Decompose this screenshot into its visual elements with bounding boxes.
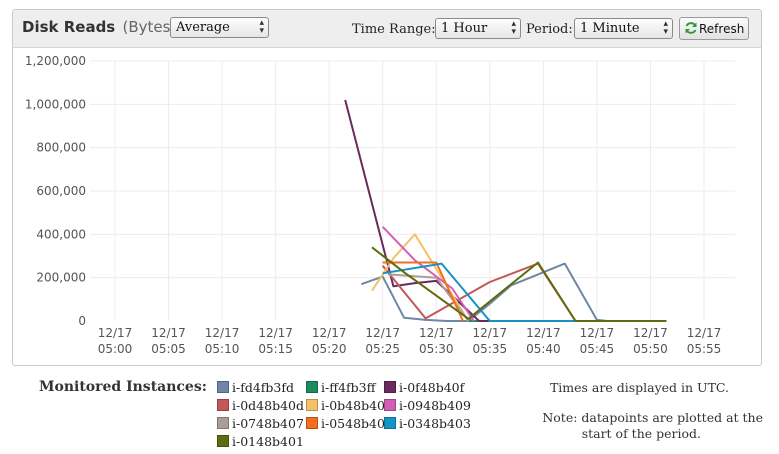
legend-label: i-0f48b40f	[399, 380, 465, 395]
select-arrows-icon: ▴ ▾	[511, 19, 516, 37]
x-tick-time: 05:30	[419, 342, 454, 356]
y-tick-label: 1,200,000	[25, 54, 86, 68]
legend-swatch	[384, 417, 396, 429]
legend-swatch	[306, 381, 318, 393]
x-tick-date: 12/17	[98, 326, 133, 340]
x-tick-time: 05:40	[526, 342, 561, 356]
metric-title: Disk Reads (Bytes)	[22, 18, 176, 36]
select-arrows-icon: ▴ ▾	[663, 19, 668, 37]
legend-label: i-0548b405	[321, 416, 393, 431]
y-axis: 0 200,000 400,000 600,000 800,000 1,000,000 1,…	[25, 54, 86, 328]
legend-label: i-ff4fb3ff	[321, 380, 376, 395]
time-range-label: Time Range:	[352, 22, 436, 37]
legend-label: i-0348b403	[399, 416, 471, 431]
legend-swatch	[384, 399, 396, 411]
chart-series	[344, 99, 667, 322]
y-tick-label: 200,000	[36, 271, 86, 285]
select-arrows-icon: ▴ ▾	[259, 18, 264, 36]
legend-item-i-0148b401: i-0148b401	[217, 434, 304, 449]
y-tick-label: 1,000,000	[25, 97, 86, 111]
series-line-i-0f48b40f	[344, 99, 501, 322]
legend-item-i-0548b405: i-0548b405	[306, 416, 393, 431]
legend-item-i-ff4fb3ff: i-ff4fb3ff	[306, 380, 376, 395]
chart-grid	[90, 60, 735, 321]
x-tick-date: 12/17	[633, 326, 668, 340]
metric-name: Disk Reads	[22, 18, 116, 36]
legend-item-i-0948b409: i-0948b409	[384, 398, 471, 413]
x-tick-time: 05:15	[258, 342, 293, 356]
x-tick-time: 05:00	[98, 342, 133, 356]
x-tick-time: 05:35	[473, 342, 508, 356]
x-tick-time: 05:50	[633, 342, 668, 356]
metric-unit: (Bytes)	[122, 18, 177, 36]
x-tick-date: 12/17	[687, 326, 722, 340]
series-line-i-0948b409	[381, 226, 475, 322]
x-tick-date: 12/17	[205, 326, 240, 340]
y-tick-label: 600,000	[36, 184, 86, 198]
y-tick-label: 0	[78, 314, 86, 328]
legend-item-i-0f48b40f: i-0f48b40f	[384, 380, 464, 395]
x-tick-date: 12/17	[312, 326, 347, 340]
legend-label: i-0d48b40d	[232, 398, 304, 413]
period-value: 1 Minute	[580, 21, 640, 36]
x-tick-date: 12/17	[526, 326, 561, 340]
legend-swatch	[217, 381, 229, 393]
x-axis: 12/17 05:00 12/17 05:05 12/17 05:10 12/17 05:15…	[98, 326, 722, 356]
period-select[interactable]: 1 Minute ▴ ▾	[574, 18, 673, 39]
x-tick-date: 12/17	[580, 326, 615, 340]
y-tick-label: 400,000	[36, 227, 86, 241]
legend-item-i-0348b403: i-0348b403	[384, 416, 471, 431]
legend-title: Monitored Instances:	[39, 379, 207, 395]
time-range-select[interactable]: 1 Hour ▴ ▾	[435, 18, 521, 39]
refresh-label: Refresh	[699, 22, 745, 36]
legend-swatch	[306, 417, 318, 429]
legend-label: i-fd4fb3fd	[232, 380, 295, 395]
x-tick-date: 12/17	[258, 326, 293, 340]
legend-item-i-0748b407: i-0748b407	[217, 416, 304, 431]
x-tick-time: 05:05	[151, 342, 186, 356]
legend-item-i-fd4fb3fd: i-fd4fb3fd	[217, 380, 294, 395]
x-tick-time: 05:20	[312, 342, 347, 356]
disk-reads-panel: Disk Reads (Bytes) Average ▴ ▾ Time Range…	[12, 9, 762, 366]
panel-header: Disk Reads (Bytes) Average ▴ ▾ Time Range…	[13, 10, 761, 48]
x-tick-time: 05:10	[205, 342, 240, 356]
legend-label: i-0948b409	[399, 398, 471, 413]
x-tick-time: 05:45	[580, 342, 615, 356]
legend-swatch	[217, 417, 229, 429]
series-line-i-0b48b40b	[371, 233, 470, 322]
x-tick-date: 12/17	[419, 326, 454, 340]
period-label: Period:	[526, 22, 573, 37]
legend-item-i-0b48b40b: i-0b48b40b	[306, 398, 393, 413]
statistic-select[interactable]: Average ▴ ▾	[170, 17, 269, 38]
utc-note: Times are displayed in UTC.	[549, 380, 729, 395]
legend-item-i-0d48b40d: i-0d48b40d	[217, 398, 304, 413]
y-tick-label: 800,000	[36, 141, 86, 155]
statistic-value: Average	[176, 20, 230, 35]
series-line-i-0748b407	[388, 273, 470, 322]
x-tick-time: 05:55	[687, 342, 722, 356]
legend-label: i-0b48b40b	[321, 398, 393, 413]
x-tick-date: 12/17	[151, 326, 186, 340]
legend-swatch	[217, 435, 229, 447]
refresh-icon	[685, 22, 697, 34]
series-line-i-0148b401	[371, 246, 667, 322]
legend-swatch	[217, 399, 229, 411]
series-line-i-0548b405	[382, 261, 464, 322]
legend-label: i-0748b407	[232, 416, 304, 431]
disk-reads-chart: 0 200,000 400,000 600,000 800,000 1,000,000 1,…	[25, 54, 735, 356]
x-tick-date: 12/17	[365, 326, 400, 340]
x-tick-time: 05:25	[365, 342, 400, 356]
time-range-value: 1 Hour	[441, 21, 488, 36]
x-tick-date: 12/17	[473, 326, 508, 340]
refresh-button[interactable]: Refresh	[679, 17, 749, 40]
legend-swatch	[306, 399, 318, 411]
legend-label: i-0148b401	[232, 434, 304, 449]
legend-swatch	[384, 381, 396, 393]
datapoints-note-line1: Note: datapoints are plotted at the	[542, 410, 763, 425]
datapoints-note-line2: start of the period.	[581, 426, 701, 441]
